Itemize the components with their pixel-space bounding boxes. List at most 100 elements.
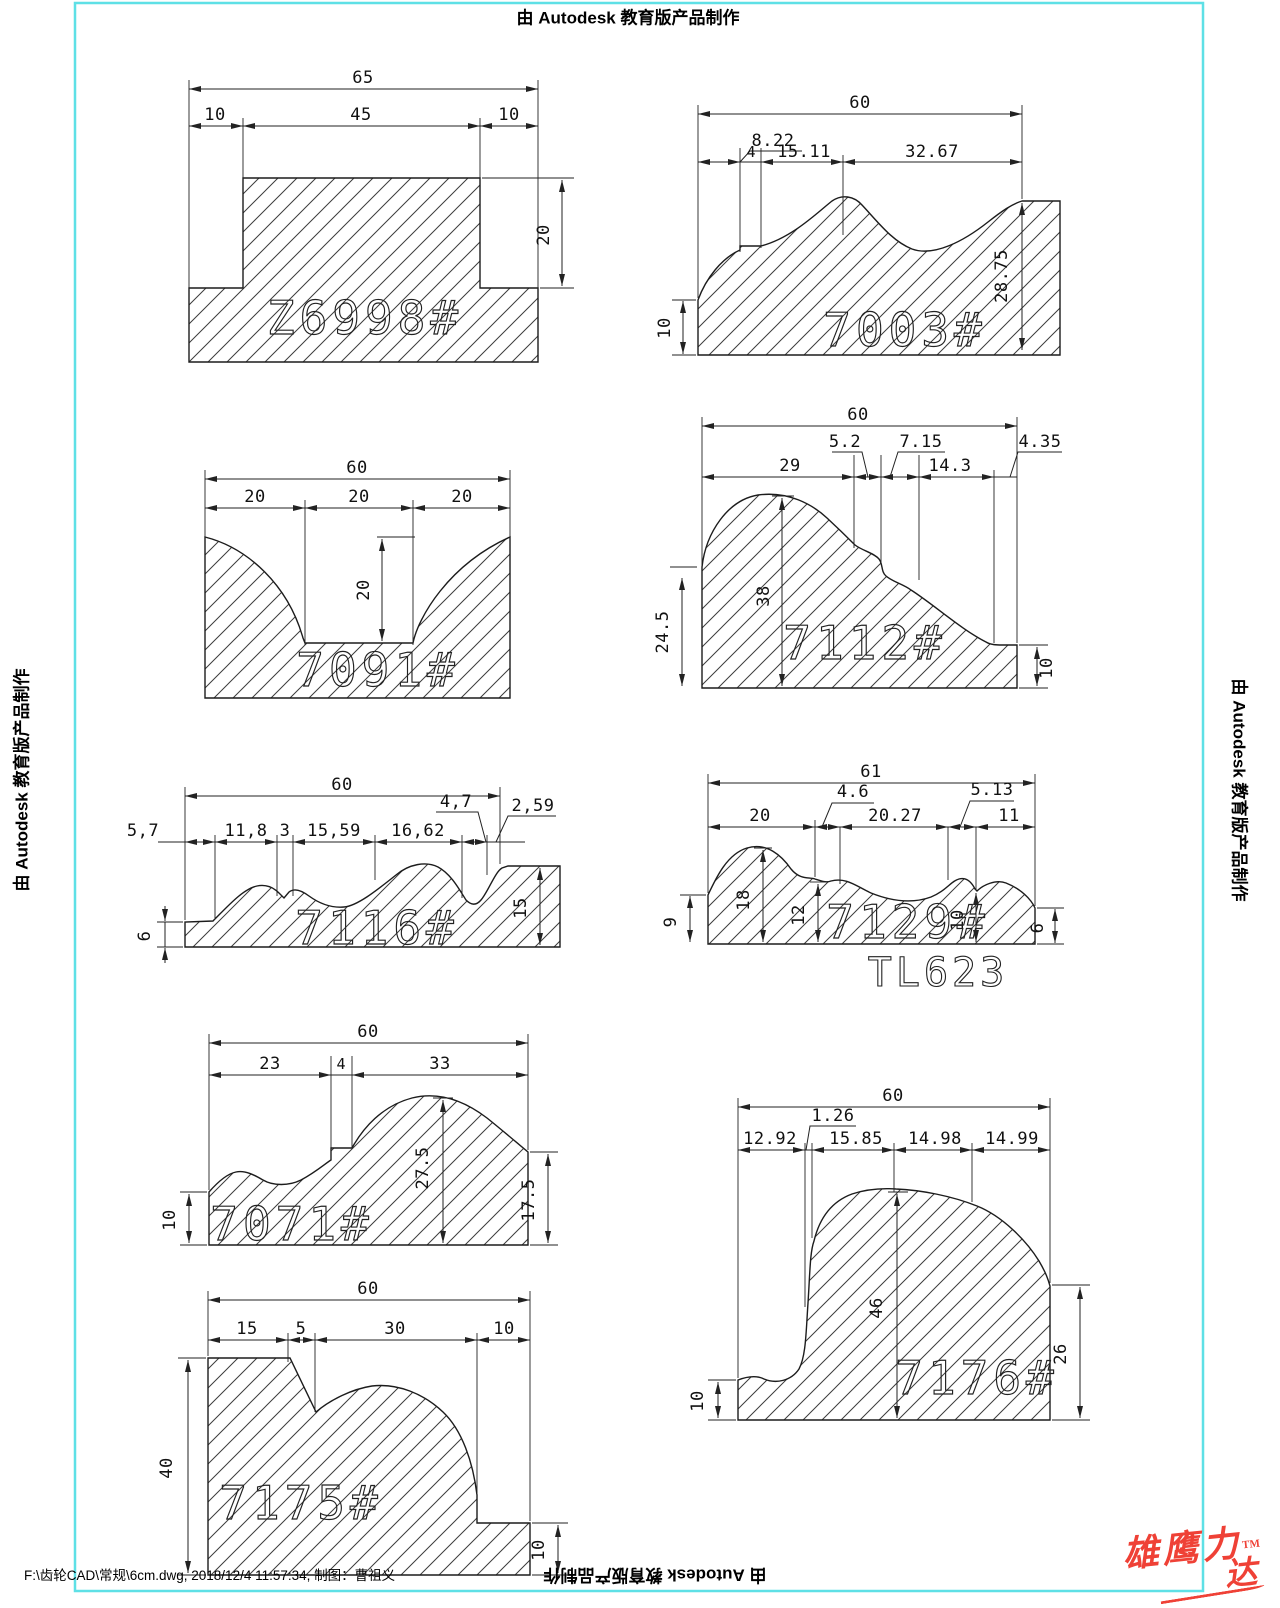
dim-text: 27.5 <box>413 1147 433 1190</box>
dim-text: 18 <box>734 889 754 910</box>
dim-text: 24.5 <box>653 611 673 654</box>
dim-text: 11 <box>998 806 1019 826</box>
dim-text: 6 <box>1028 923 1048 934</box>
edu-notice-top: 由 Autodesk 教育版产品制作 <box>516 8 740 28</box>
dim-text: 60 <box>357 1022 378 1042</box>
edu-notice-right: 由 Autodesk 教育版产品制作 <box>1229 678 1249 902</box>
dim-text: 6 <box>135 931 155 942</box>
dim-text: 5 <box>296 1319 307 1339</box>
dim-text: 4,7 <box>440 792 472 812</box>
profile-label: 7129# <box>826 895 989 949</box>
dim-text: 4 <box>746 143 755 161</box>
dim-text: 29 <box>779 456 800 476</box>
dim-text: 33 <box>429 1054 450 1074</box>
profile-7003: 60 8.22 4 15.11 32.67 10 28.75 7003# <box>655 93 1061 358</box>
dim-text: 20 <box>244 487 265 507</box>
dim-text: 20 <box>534 224 554 245</box>
profile-shape <box>707 845 1036 945</box>
profile-shape <box>188 177 539 363</box>
dim-text: 15,59 <box>307 821 361 841</box>
profile-label: Z6998# <box>267 291 463 345</box>
profile-7112: 60 29 5.2 7.15 14.3 4.35 24.5 38 10 7112… <box>653 405 1062 689</box>
dim-text: 15.85 <box>829 1129 883 1149</box>
edu-notice-left: 由 Autodesk 教育版产品制作 <box>12 668 32 892</box>
dimensions: 60 15 5 30 10 40 10 <box>157 1279 568 1576</box>
dim-text: 14.3 <box>929 456 972 476</box>
dim-text: 10 <box>493 1319 514 1339</box>
dim-text: 26 <box>1051 1343 1071 1364</box>
dim-text: 14.98 <box>908 1129 962 1149</box>
dim-text: 15 <box>511 897 531 918</box>
dim-text: 65 <box>352 68 373 88</box>
profile-7091: 60 20 20 20 20 7091# <box>204 458 511 699</box>
dim-text: 60 <box>849 93 870 113</box>
sheet-border <box>73 1 1205 1593</box>
dim-text: 15.11 <box>777 142 831 162</box>
dim-text: 60 <box>346 458 367 478</box>
profile-7175: 60 15 5 30 10 40 10 7175# <box>157 1279 568 1576</box>
dim-text: 60 <box>847 405 868 425</box>
profile-7071: 60 23 4 33 10 27.5 17.5 7071# <box>160 1022 558 1252</box>
dim-text: 7.15 <box>900 432 943 452</box>
profile-shape <box>208 1095 529 1246</box>
dim-text: 45 <box>350 105 371 125</box>
dim-text: 10 <box>1037 657 1057 678</box>
dim-text: 10 <box>655 317 675 338</box>
file-info: F:\齿轮CAD\常规\6cm.dwg, 2018/12/4 11:57:34,… <box>24 1568 396 1583</box>
dim-text: 8.22 <box>752 131 795 151</box>
dim-text: 20 <box>348 487 369 507</box>
dim-text: 4.35 <box>1019 432 1062 452</box>
dim-text: 20 <box>354 579 374 600</box>
profile-label: 7112# <box>783 616 946 670</box>
profile-z6998: 65 10 45 10 20 Z6998# <box>188 68 574 363</box>
dim-text: 4 <box>336 1055 345 1073</box>
dim-text: 10 <box>948 909 968 930</box>
dimensions: 60 29 5.2 7.15 14.3 4.35 24.5 38 10 <box>653 405 1062 689</box>
dim-text: 20.27 <box>868 806 922 826</box>
dim-text: 10 <box>529 1539 549 1560</box>
dim-text: 11,8 <box>225 821 268 841</box>
dim-text: 30 <box>384 1319 405 1339</box>
dim-text: 10 <box>498 105 519 125</box>
dimensions: 60 5,7 11,8 3 15,59 16,62 4,7 2,59 6 15 <box>127 775 556 963</box>
dim-text: 20 <box>749 806 770 826</box>
profile-label: 7176# <box>895 1351 1058 1405</box>
dim-text: 32.67 <box>905 142 959 162</box>
dim-text: 17.5 <box>519 1179 539 1222</box>
edu-notice-bottom: 由 Autodesk 教育版产品制作 <box>543 1565 767 1585</box>
profile-shape <box>207 1357 531 1576</box>
dimensions: 60 8.22 4 15.11 32.67 10 28.75 <box>655 93 1025 356</box>
trademark-symbol: TM <box>1241 1537 1261 1552</box>
dim-text: 1.26 <box>812 1106 855 1126</box>
dim-text: 4.6 <box>837 782 869 802</box>
profile-7116: 60 5,7 11,8 3 15,59 16,62 4,7 2,59 6 15 … <box>127 775 561 963</box>
dim-text: 5.2 <box>829 432 861 452</box>
dim-text: 15 <box>236 1319 257 1339</box>
dim-text: 9 <box>661 917 681 928</box>
profile-label: 7175# <box>219 1476 382 1530</box>
dim-text: 2,59 <box>512 796 555 816</box>
dimensions: 65 10 45 10 20 <box>188 68 574 290</box>
profile-label: 7116# <box>295 901 458 955</box>
profile-shape <box>184 863 561 948</box>
dimensions: 61 20 4.6 20.27 5.13 11 9 18 12 10 6 <box>661 762 1064 945</box>
dim-text: 60 <box>331 775 352 795</box>
profile-label: 7071# <box>210 1197 373 1251</box>
dim-text: 46 <box>867 1297 887 1318</box>
dim-text: 20 <box>451 487 472 507</box>
profile-label: 7091# <box>296 643 459 697</box>
dim-text: 10 <box>688 1390 708 1411</box>
dim-text: 40 <box>157 1457 177 1478</box>
dimensions: 60 20 20 20 20 <box>204 458 511 645</box>
dim-text: 3 <box>280 821 291 841</box>
dimensions: 60 23 4 33 10 27.5 17.5 <box>160 1022 558 1246</box>
dim-text: 16,62 <box>391 821 445 841</box>
dim-text: 12.92 <box>743 1129 797 1149</box>
dim-text: 60 <box>882 1086 903 1106</box>
dim-text: 5.13 <box>971 780 1014 800</box>
dimensions: 60 12.92 1.26 15.85 14.98 14.99 10 46 26 <box>688 1086 1090 1421</box>
dim-text: 28.75 <box>992 249 1012 303</box>
profile-7129: 61 20 4.6 20.27 5.13 11 9 18 12 10 6 712… <box>661 762 1064 997</box>
